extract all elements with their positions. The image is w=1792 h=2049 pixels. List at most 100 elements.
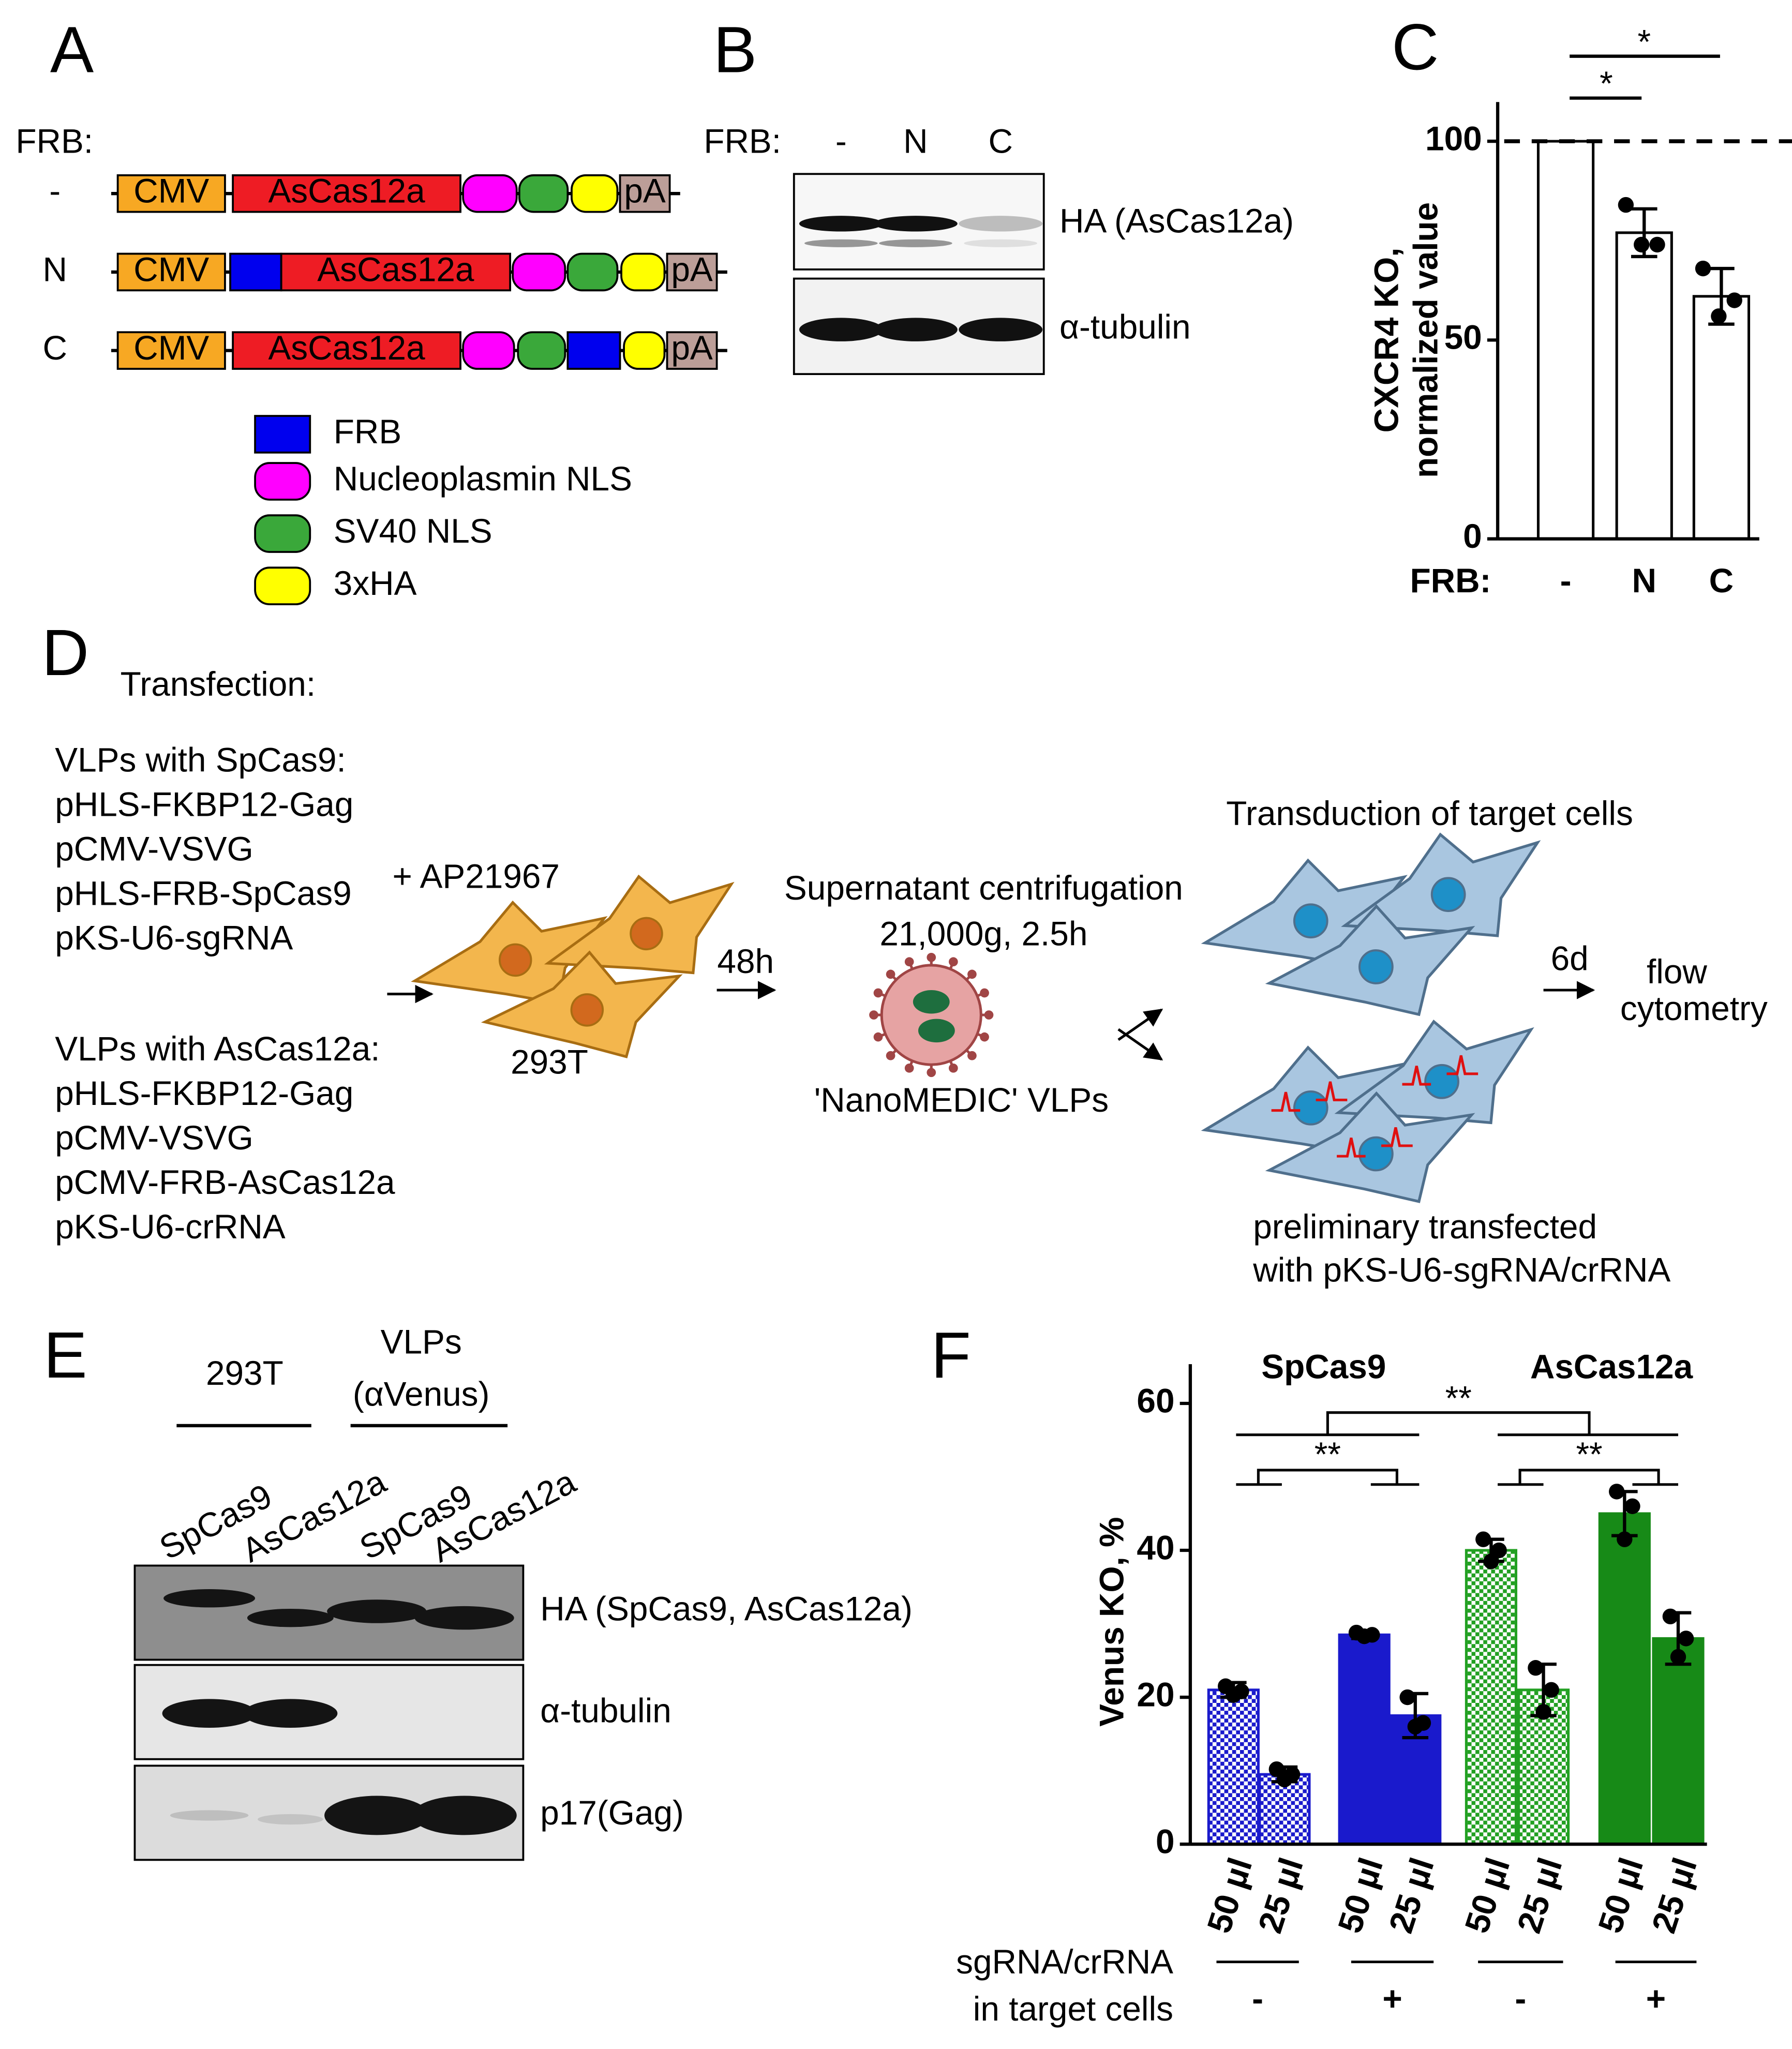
band: [874, 318, 958, 341]
y-axis-label: Venus KO, %: [1093, 1517, 1131, 1727]
band: [959, 216, 1043, 232]
readout: cytometry: [1620, 989, 1768, 1027]
band: [874, 216, 958, 232]
bar: [1338, 1633, 1391, 1846]
construct-part: [116, 331, 226, 370]
band: [163, 1589, 256, 1608]
y-tick-label: 0: [1156, 1822, 1175, 1860]
spike-head: [886, 1051, 895, 1060]
band: [804, 239, 878, 247]
arrow: [1117, 1028, 1163, 1061]
panel-letter: B: [713, 13, 757, 86]
x-tick-label: 25 µl: [1381, 1853, 1441, 1937]
x-tick-label: 50 µl: [1457, 1853, 1517, 1937]
spike-head: [927, 952, 936, 962]
part-label: pA: [671, 250, 713, 288]
data-point: [1356, 1628, 1372, 1644]
data-point: [1617, 1531, 1633, 1547]
x-tick-label: 25 µl: [1644, 1853, 1704, 1937]
plasmid: pKS-U6-sgRNA: [55, 918, 293, 956]
y-tick-label: 40: [1137, 1528, 1174, 1566]
data-point: [1678, 1631, 1694, 1647]
step-label: 21,000g, 2.5h: [879, 915, 1087, 953]
plasmid: pCMV-FRB-AsCas12a: [55, 1163, 395, 1201]
construct-part: [512, 252, 566, 292]
construct-part: [232, 331, 461, 370]
data-point: [1491, 1542, 1507, 1559]
band: [799, 318, 883, 341]
band: [799, 216, 883, 232]
lane-label: -: [835, 122, 847, 160]
legend-label: Nucleoplasmin NLS: [334, 459, 632, 498]
nucleus: [570, 993, 604, 1027]
part-label: pA: [671, 328, 713, 367]
data-point: [1407, 1718, 1423, 1735]
data-point: [1711, 308, 1727, 324]
condition-label: -: [1515, 1979, 1526, 2017]
legend-swatch: [254, 566, 311, 606]
construct-part: [620, 252, 666, 292]
frb-label: FRB:: [704, 122, 781, 160]
time-label: 48h: [717, 942, 774, 980]
data-point: [1634, 236, 1650, 253]
data-point: [1399, 1689, 1415, 1706]
plasmid: pKS-U6-crRNA: [55, 1207, 286, 1246]
annotation: **: [1445, 1379, 1472, 1417]
construct-label: N: [43, 250, 67, 288]
panel-letter: F: [931, 1319, 971, 1392]
data-point: [1670, 1649, 1686, 1665]
y-tick-label: 20: [1137, 1675, 1174, 1713]
x-tick-label: 50 µl: [1590, 1853, 1650, 1937]
data-point: [1543, 1682, 1559, 1698]
plasmid: pCMV-VSVG: [55, 1118, 253, 1157]
rna: [1337, 1127, 1413, 1158]
nucleus: [1430, 877, 1466, 913]
part-label: CMV: [133, 250, 209, 288]
group-label: VLPs: [381, 1323, 462, 1361]
cell: [411, 900, 608, 1005]
construct-part: [666, 252, 718, 292]
note: with pKS-U6-sgRNA/crRNA: [1252, 1250, 1670, 1289]
part-label: CMV: [133, 172, 209, 210]
construct-part: [232, 174, 461, 213]
bar: [1615, 231, 1673, 541]
part-label: AsCas12a: [268, 328, 425, 367]
heading: Transfection:: [121, 665, 316, 703]
nucleus: [498, 943, 532, 977]
panel-letter: D: [42, 616, 89, 689]
x-tick-label: -: [1560, 561, 1572, 600]
group-label: 293T: [206, 1354, 283, 1392]
vlp-label: 'NanoMEDIC' VLPs: [814, 1081, 1109, 1119]
spike-head: [904, 957, 914, 967]
bar: [1536, 140, 1595, 541]
vlp: [880, 964, 982, 1066]
cell-line: 293T: [511, 1042, 588, 1081]
band: [247, 1608, 334, 1627]
readout: flow: [1647, 952, 1707, 991]
data-point: [1608, 1484, 1625, 1500]
nucleus: [1358, 949, 1394, 984]
construct-part: [566, 252, 619, 292]
construct-part: [229, 252, 282, 292]
part-label: AsCas12a: [317, 250, 474, 288]
spike-head: [869, 1010, 878, 1020]
spike-head: [873, 988, 883, 998]
data-point: [1695, 260, 1711, 277]
annotation: *: [1600, 64, 1613, 102]
construct-part: [116, 252, 226, 292]
band: [327, 1599, 427, 1623]
condition-title: in target cells: [973, 1990, 1173, 2028]
band: [162, 1699, 257, 1728]
nucleus: [1293, 903, 1328, 939]
lane-label: N: [903, 122, 928, 160]
data-point: [1624, 1498, 1640, 1514]
x-axis-label: FRB:: [1410, 561, 1491, 600]
blot-label: α-tubulin: [540, 1692, 671, 1730]
y-tick-label: 0: [1463, 517, 1482, 555]
condition-title: sgRNA/crRNA: [956, 1942, 1173, 1981]
construct-part: [619, 174, 671, 213]
plasmid: pHLS-FKBP12-Gag: [55, 785, 353, 823]
bar: [1598, 1512, 1651, 1846]
nucleus: [630, 917, 663, 951]
x-tick-label: C: [1709, 561, 1734, 600]
